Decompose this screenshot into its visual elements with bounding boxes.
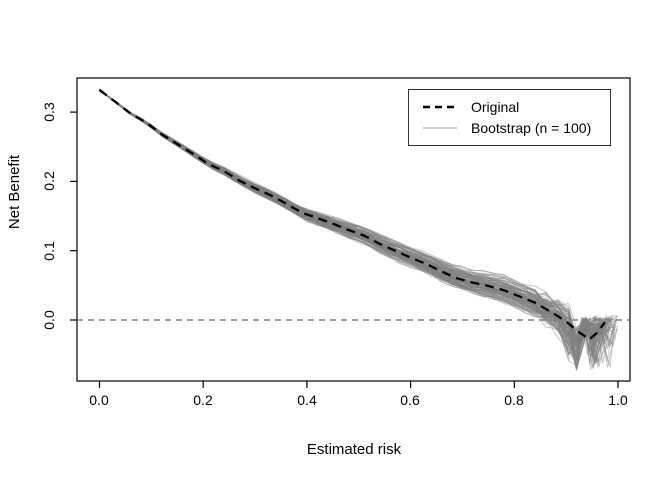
bootstrap-line	[99, 89, 616, 371]
bootstrap-line	[99, 89, 601, 342]
bootstrap-line	[99, 89, 607, 349]
bootstrap-line	[99, 88, 596, 344]
bootstrap-line	[99, 88, 618, 343]
bootstrap-line	[99, 88, 602, 348]
bootstrap-line	[99, 90, 603, 364]
bootstrap-line	[99, 89, 597, 362]
bootstrap-line	[99, 89, 596, 341]
bootstrap-line	[99, 89, 607, 370]
bootstrap-line	[99, 89, 615, 366]
legend-item-bootstrap: Bootstrap (n = 100)	[421, 119, 610, 138]
bootstrap-line	[99, 89, 611, 368]
x-tick-label-0.4: 0.4	[297, 392, 317, 408]
x-tick-label-0.2: 0.2	[193, 392, 213, 408]
bootstrap-line	[99, 88, 612, 339]
y-axis-title: Net Benefit	[6, 154, 23, 230]
bootstrap-line	[99, 89, 598, 351]
bootstrap-line	[99, 89, 616, 369]
x-tick-label-0.8: 0.8	[504, 392, 524, 408]
bootstrap-line	[99, 90, 614, 371]
bootstrap-line	[99, 90, 599, 351]
bootstrap-line	[99, 90, 618, 358]
bootstrap-line	[99, 89, 599, 337]
bootstrap-line	[99, 88, 601, 343]
bootstrap-line	[99, 90, 615, 349]
bootstrap-line	[99, 89, 617, 343]
bootstrap-line	[99, 90, 611, 360]
bootstrap-line	[99, 89, 613, 359]
bootstrap-line	[99, 88, 596, 345]
bootstrap-line	[99, 90, 615, 369]
bootstrap-line	[99, 89, 605, 370]
bootstrap-line	[99, 90, 600, 357]
bootstrap-line	[99, 90, 600, 352]
bootstrap-line	[99, 89, 603, 355]
legend-item-original: Original	[421, 98, 610, 117]
bootstrap-line	[99, 90, 601, 340]
bootstrap-line	[99, 89, 597, 341]
bootstrap-line	[99, 89, 616, 331]
bootstrap-line	[99, 89, 612, 338]
legend: Original Bootstrap (n = 100)	[408, 89, 611, 146]
bootstrap-line	[99, 88, 598, 368]
bootstrap-line	[99, 88, 602, 370]
bootstrap-line	[99, 88, 605, 347]
bootstrap-line	[99, 88, 617, 352]
bootstrap-line	[99, 89, 603, 367]
bootstrap-line	[99, 88, 600, 346]
y-tick-label-0.0: 0.0	[41, 310, 57, 330]
x-axis-title: Estimated risk	[306, 441, 402, 458]
x-tick-label-1.0: 1.0	[608, 392, 628, 408]
bootstrap-line	[99, 90, 597, 337]
y-tick-label-0.1: 0.1	[41, 241, 57, 261]
bootstrap-line	[99, 89, 611, 370]
bootstrap-line	[99, 89, 608, 348]
legend-label-bootstrap: Bootstrap (n = 100)	[471, 119, 592, 136]
legend-line-sample-original	[423, 105, 457, 109]
bootstrap-line	[99, 90, 605, 364]
bootstrap-line	[99, 90, 612, 348]
legend-label-original: Original	[471, 98, 520, 115]
y-tick-label-0.3: 0.3	[41, 102, 57, 122]
x-tick-label-0.0: 0.0	[89, 392, 109, 408]
bootstrap-line	[99, 89, 617, 346]
bootstrap-line	[99, 88, 618, 347]
bootstrap-line	[99, 90, 604, 369]
bootstrap-line	[99, 89, 603, 371]
bootstrap-line	[99, 89, 607, 362]
bootstrap-line	[99, 89, 608, 349]
bootstrap-line	[99, 90, 609, 360]
y-tick-label-0.2: 0.2	[41, 171, 57, 191]
bootstrap-line	[99, 88, 598, 367]
x-tick-label-0.6: 0.6	[400, 392, 420, 408]
original-curve	[98, 88, 606, 341]
bootstrap-line	[99, 90, 598, 356]
bootstrap-line	[99, 90, 615, 361]
bootstrap-line	[99, 90, 608, 345]
bootstrap-line	[99, 89, 602, 340]
bootstrap-line	[99, 89, 618, 349]
legend-line-sample-bootstrap	[423, 127, 457, 129]
bootstrap-line	[99, 90, 599, 339]
plot-box	[76, 77, 631, 382]
bootstrap-line	[99, 88, 599, 361]
